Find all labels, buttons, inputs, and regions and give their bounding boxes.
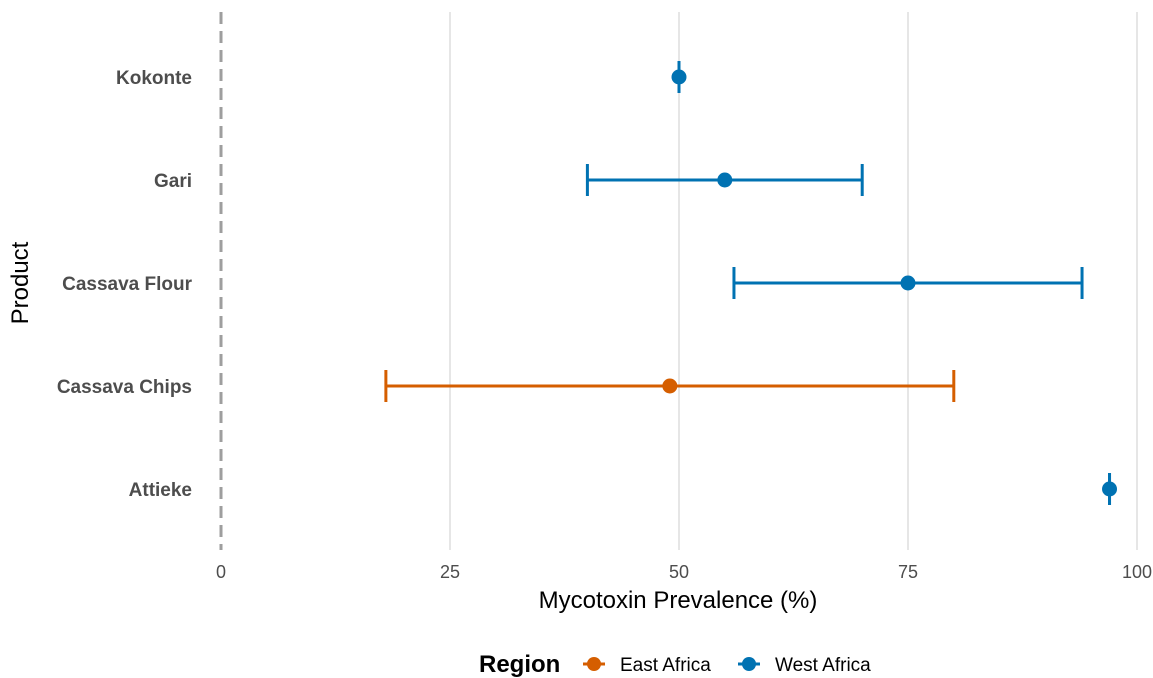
legend: Region East Africa West Africa	[479, 651, 871, 678]
errorbar-cassava-flour	[732, 267, 1084, 299]
y-tick-label-cassava-chips: Cassava Chips	[57, 377, 192, 398]
point-attieke	[1102, 481, 1118, 497]
errorbar-cassava-chips	[384, 370, 956, 402]
x-axis-title: Mycotoxin Prevalence (%)	[539, 587, 818, 614]
point-gari	[717, 172, 733, 188]
legend-key-west-africa	[738, 657, 760, 671]
errorbar-kokonte	[671, 61, 687, 93]
y-tick-label-gari: Gari	[154, 171, 192, 192]
x-tick-label-75: 75	[898, 562, 918, 582]
x-tick-label-0: 0	[216, 562, 226, 582]
errorbar-attieke	[1102, 473, 1118, 505]
y-tick-label-attieke: Attieke	[129, 480, 192, 501]
y-tick-label-kokonte: Kokonte	[116, 68, 192, 89]
legend-label-east-africa: East Africa	[620, 655, 711, 676]
gridlines	[449, 12, 1138, 550]
errorbar-gari	[585, 164, 864, 196]
legend-dot	[742, 657, 756, 671]
y-axis-title: Product	[7, 241, 34, 324]
point-cassava-flour	[900, 275, 916, 291]
y-axis-labels: Kokonte Gari Cassava Flour Cassava Chips Att…	[57, 68, 193, 501]
x-axis-labels: 0 25 50 75 100	[216, 562, 1152, 582]
point-cassava-chips	[662, 378, 678, 394]
x-tick-label-50: 50	[669, 562, 689, 582]
x-tick-label-25: 25	[440, 562, 460, 582]
legend-dot	[587, 657, 601, 671]
legend-title: Region	[479, 651, 560, 678]
y-tick-label-cassava-flour: Cassava Flour	[62, 274, 192, 295]
legend-label-west-africa: West Africa	[775, 655, 871, 676]
plot-marks	[384, 61, 1118, 505]
x-tick-label-100: 100	[1122, 562, 1152, 582]
legend-key-east-africa	[583, 657, 605, 671]
point-kokonte	[671, 69, 687, 85]
